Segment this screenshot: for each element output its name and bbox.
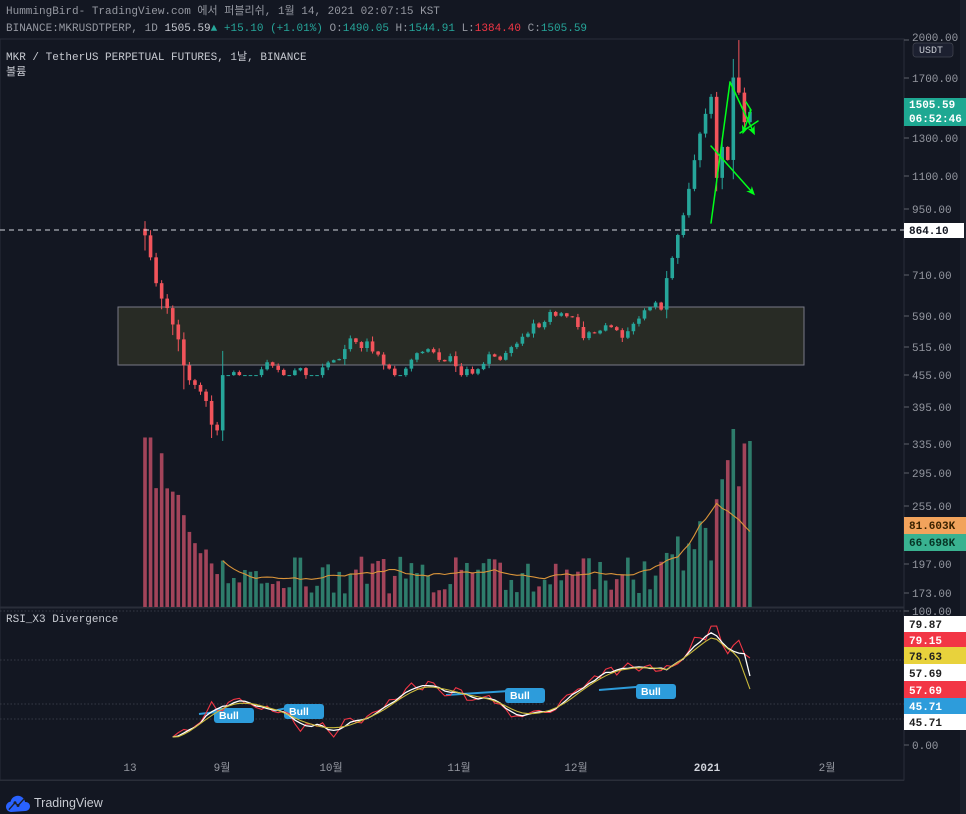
svg-text:455.00: 455.00 bbox=[912, 371, 952, 383]
svg-text:HummingBird- TradingView.com 에: HummingBird- TradingView.com 에서 퍼블리쉬, 1월… bbox=[6, 4, 440, 18]
svg-text:515.00: 515.00 bbox=[912, 343, 952, 355]
svg-text:Bull: Bull bbox=[641, 686, 661, 698]
svg-text:295.00: 295.00 bbox=[912, 469, 952, 481]
svg-text:Bull: Bull bbox=[510, 690, 530, 702]
svg-text:9월: 9월 bbox=[214, 761, 231, 775]
svg-text:Bull: Bull bbox=[219, 710, 239, 722]
svg-text:1100.00: 1100.00 bbox=[912, 172, 958, 184]
svg-text:1700.00: 1700.00 bbox=[912, 74, 958, 86]
svg-text:57.69: 57.69 bbox=[909, 686, 942, 698]
svg-text:45.71: 45.71 bbox=[909, 718, 942, 730]
svg-text:2월: 2월 bbox=[819, 761, 836, 775]
svg-text:1505.59: 1505.59 bbox=[909, 100, 955, 112]
svg-text:590.00: 590.00 bbox=[912, 312, 952, 324]
svg-text:197.00: 197.00 bbox=[912, 560, 952, 572]
svg-text:RSI_X3 Divergence: RSI_X3 Divergence bbox=[6, 614, 118, 626]
svg-text:950.00: 950.00 bbox=[912, 205, 952, 217]
svg-text:45.71: 45.71 bbox=[909, 702, 942, 714]
svg-text:12월: 12월 bbox=[564, 761, 587, 775]
svg-text:78.63: 78.63 bbox=[909, 652, 942, 664]
svg-text:BINANCE:MKRUSDTPERP, 1D 1505.5: BINANCE:MKRUSDTPERP, 1D 1505.59▲ +15.10 … bbox=[6, 23, 587, 35]
svg-text:335.00: 335.00 bbox=[912, 440, 952, 452]
svg-text:710.00: 710.00 bbox=[912, 271, 952, 283]
svg-text:2021: 2021 bbox=[694, 763, 721, 775]
svg-text:66.698K: 66.698K bbox=[909, 538, 956, 550]
svg-text:79.15: 79.15 bbox=[909, 636, 942, 648]
svg-text:1300.00: 1300.00 bbox=[912, 134, 958, 146]
svg-text:395.00: 395.00 bbox=[912, 403, 952, 415]
svg-text:TradingView: TradingView bbox=[34, 796, 104, 810]
svg-text:11월: 11월 bbox=[447, 761, 470, 775]
svg-text:864.10: 864.10 bbox=[909, 226, 949, 238]
svg-text:173.00: 173.00 bbox=[912, 589, 952, 601]
svg-text:79.87: 79.87 bbox=[909, 620, 942, 632]
svg-text:255.00: 255.00 bbox=[912, 502, 952, 514]
svg-text:57.69: 57.69 bbox=[909, 669, 942, 681]
svg-text:볼륨: 볼륨 bbox=[6, 65, 26, 79]
svg-text:MKR / TetherUS PERPETUAL FUTUR: MKR / TetherUS PERPETUAL FUTURES, 1날, BI… bbox=[6, 50, 307, 64]
svg-text:06:52:46: 06:52:46 bbox=[909, 114, 962, 126]
svg-text:0.00: 0.00 bbox=[912, 741, 938, 753]
svg-text:10월: 10월 bbox=[319, 761, 342, 775]
svg-text:13: 13 bbox=[123, 763, 136, 775]
svg-text:USDT: USDT bbox=[919, 46, 943, 57]
svg-text:81.603K: 81.603K bbox=[909, 521, 956, 533]
